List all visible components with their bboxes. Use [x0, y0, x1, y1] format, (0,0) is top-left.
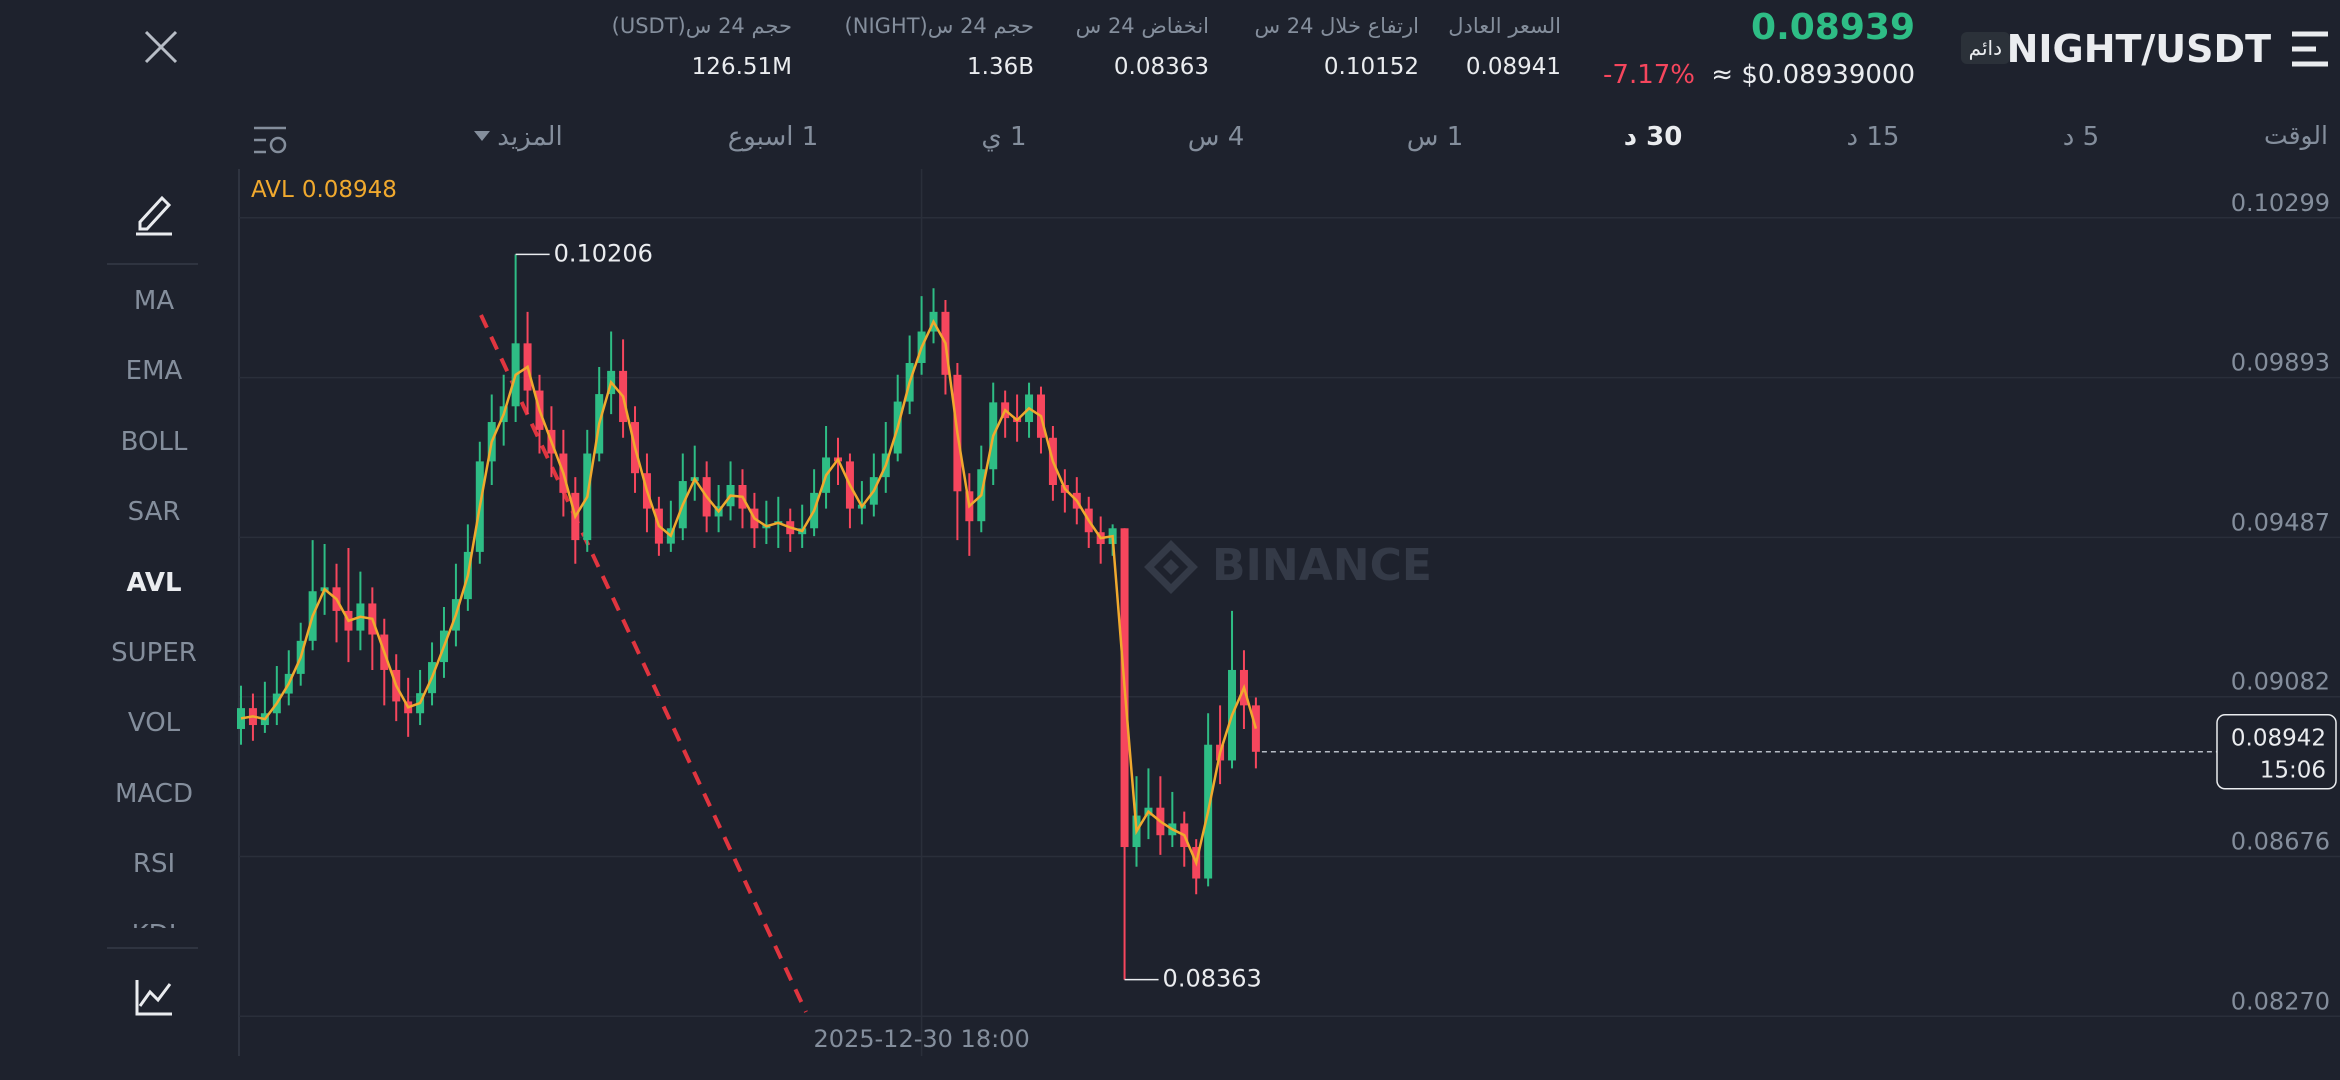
candle-body — [237, 708, 245, 729]
settings-icon[interactable] — [254, 126, 287, 154]
x-tick-label: 2025-12-30 18:00 — [813, 1025, 1029, 1053]
trend-line[interactable] — [479, 314, 808, 1013]
timeframe[interactable]: 15 د — [1846, 122, 1900, 152]
legend-text: AVL — [251, 177, 294, 203]
timeframe[interactable]: 1 س — [1406, 122, 1464, 152]
y-tick-label: 0.09487 — [2231, 508, 2330, 536]
stat-label: حجم 24 س(USDT) — [611, 14, 792, 38]
timeframe[interactable]: 4 س — [1187, 122, 1245, 152]
stat-value: 1.36B — [967, 54, 1034, 80]
price-change: -7.17% — [1603, 60, 1695, 90]
price-tag — [2216, 714, 2337, 790]
stat-value: 0.10152 — [1323, 54, 1419, 80]
indicator[interactable]: RSI — [132, 849, 176, 880]
timeframe-label: الوقت — [2264, 121, 2328, 150]
timeframe[interactable]: 1 اسبوع — [727, 122, 819, 152]
usd-price: ≈ $0.08939000 — [1711, 60, 1915, 90]
stat-value: 0.08941 — [1465, 54, 1561, 80]
timeframe[interactable]: المزيد — [497, 122, 563, 152]
timeframe[interactable]: 5 د — [2062, 122, 2100, 152]
close-icon[interactable] — [144, 30, 178, 64]
high-label: 0.10206 — [554, 239, 653, 267]
indicator[interactable]: AVL — [126, 567, 182, 598]
timeframe[interactable]: 1 ي — [981, 122, 1027, 152]
price-tag-countdown: 15:06 — [2260, 757, 2326, 783]
decorations — [107, 30, 2328, 1056]
indicator[interactable]: VOL — [127, 708, 181, 739]
menu-icon[interactable] — [2292, 31, 2328, 67]
y-tick-label: 0.09893 — [2231, 349, 2330, 377]
watermark-logo — [1144, 540, 1198, 594]
stat-label: حجم 24 س(NIGHT) — [844, 14, 1034, 38]
timeframe[interactable]: 30 د — [1623, 122, 1683, 152]
last-price: 0.08939 — [1751, 7, 1915, 48]
indicator-list: MA EMA BOLL SAR AVL SUPER VOL MACD RSI KDJ — [94, 270, 214, 928]
more-arrow[interactable] — [474, 131, 490, 141]
indicator[interactable]: SUPER — [111, 638, 197, 668]
stat-label: السعر العادل — [1448, 14, 1561, 38]
indicator[interactable]: EMA — [125, 356, 183, 387]
low-label: 0.08363 — [1163, 965, 1262, 993]
indicator[interactable]: KDJ — [132, 922, 177, 928]
stat-value: 126.51M — [691, 54, 792, 80]
draw-icon[interactable] — [136, 195, 172, 236]
y-tick-label: 0.10299 — [2231, 189, 2330, 217]
stat-label: انخفاض 24 س — [1075, 14, 1209, 38]
y-tick-label: 0.08270 — [2231, 987, 2330, 1015]
legend-text: 0.08948 — [301, 177, 397, 203]
y-tick-label: 0.09082 — [2231, 668, 2330, 696]
indicator[interactable]: MACD — [115, 778, 193, 809]
indicator[interactable]: BOLL — [120, 426, 188, 457]
stat-value: 0.08363 — [1113, 54, 1209, 80]
contract-badge: دائم — [1960, 32, 2010, 64]
price-tag-value: 0.08942 — [2231, 725, 2326, 751]
pair-name: NIGHT/USDT — [2006, 27, 2271, 71]
indicator[interactable]: SAR — [127, 497, 181, 528]
avl-legend: AVL 0.08948 — [251, 177, 397, 203]
stat-label: ارتفاع خلال 24 س — [1254, 14, 1419, 38]
y-tick-label: 0.08676 — [2231, 827, 2330, 855]
chart-type-icon[interactable] — [135, 980, 172, 1016]
indicator[interactable]: MA — [133, 286, 175, 316]
avl-line — [240, 318, 1258, 867]
watermark: BINANCE — [1212, 540, 1432, 591]
